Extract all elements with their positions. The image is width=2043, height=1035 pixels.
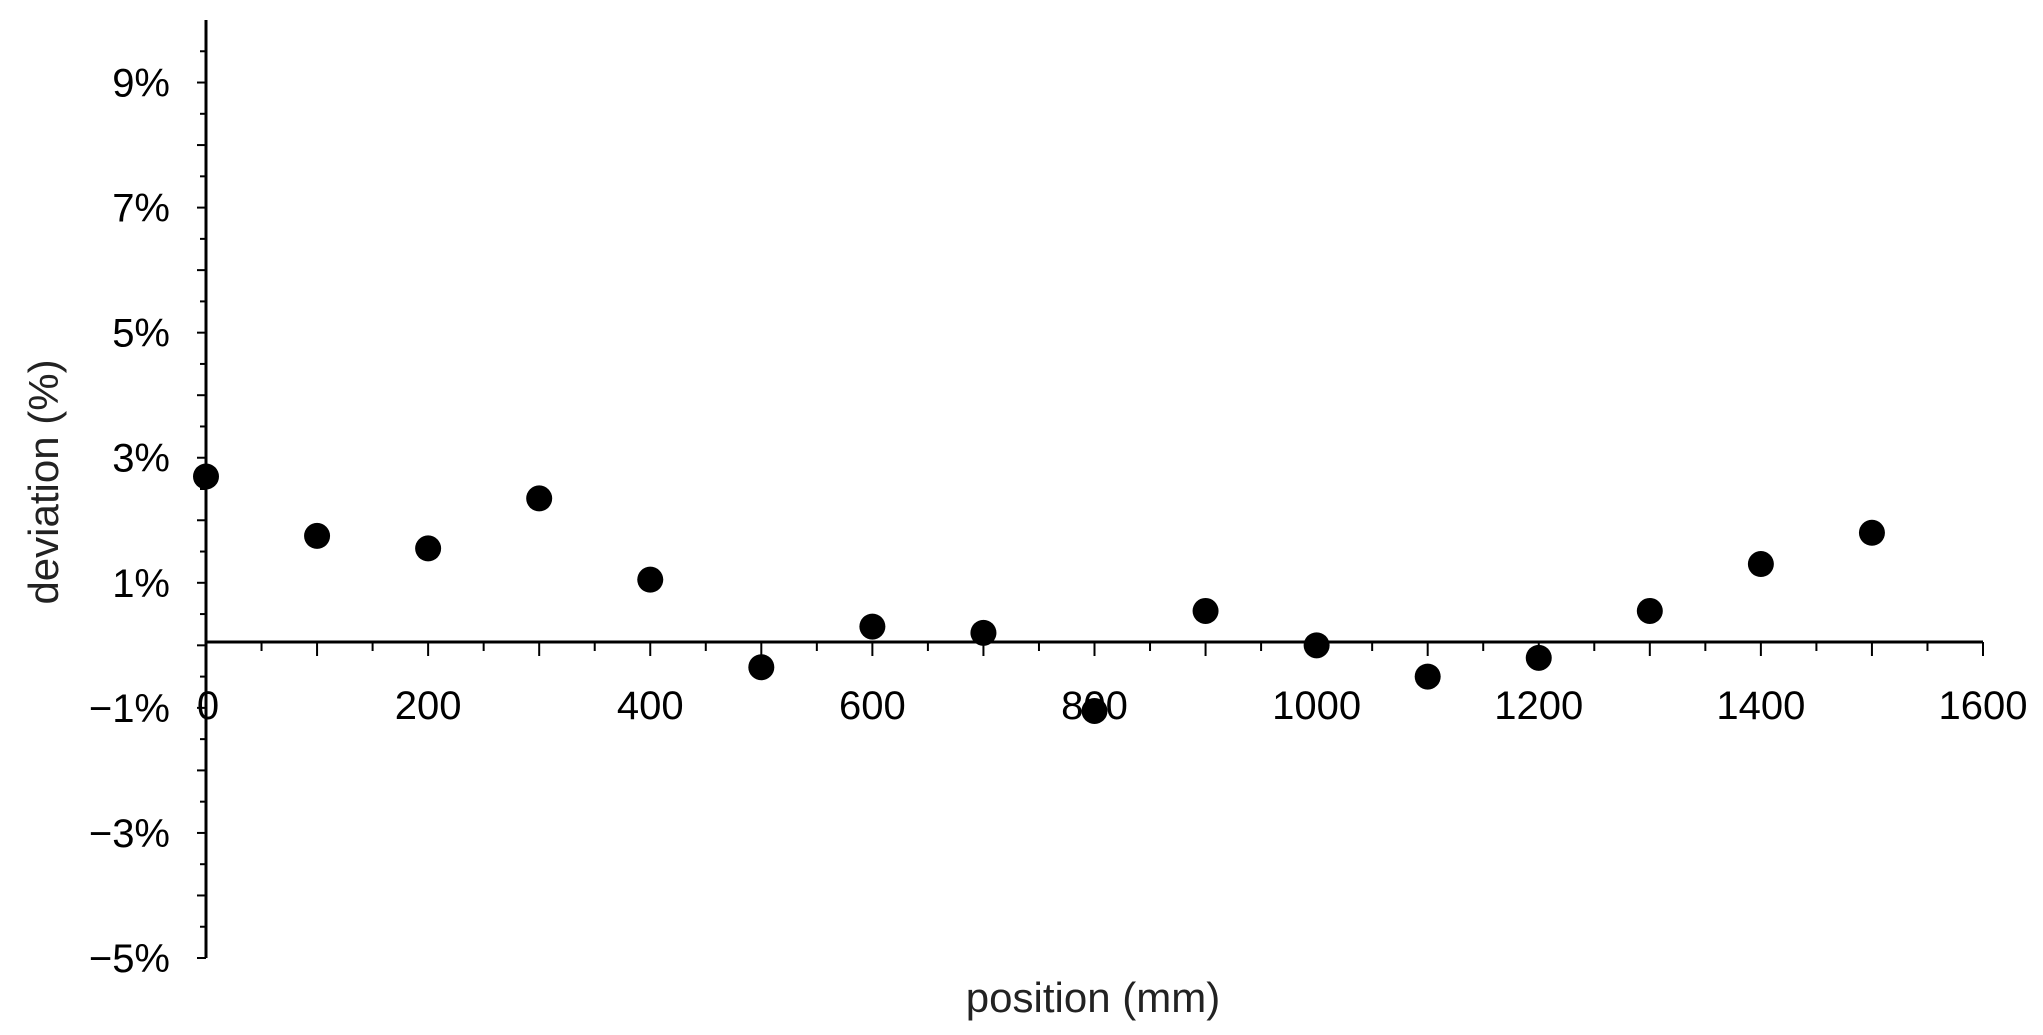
y-tick-label: 3% — [112, 437, 170, 481]
data-point — [415, 535, 442, 562]
data-point — [304, 522, 331, 549]
data-point — [1747, 551, 1774, 578]
data-points — [193, 463, 1885, 724]
y-tick-label: −5% — [89, 937, 170, 981]
y-tick-label: 9% — [112, 62, 170, 106]
data-point — [1303, 632, 1330, 659]
data-point — [637, 566, 664, 593]
ticks — [197, 50, 1984, 959]
y-tick-label: 7% — [112, 187, 170, 231]
axes — [204, 20, 1983, 958]
x-axis-title: position (mm) — [966, 974, 1220, 1021]
x-tick-label: 0 — [197, 684, 219, 728]
data-point — [1192, 597, 1219, 624]
x-tick-label: 400 — [617, 684, 684, 728]
y-tick-label: 1% — [112, 562, 170, 606]
data-point — [526, 485, 553, 512]
data-point — [748, 654, 775, 681]
x-tick-label: 1200 — [1494, 684, 1583, 728]
data-point — [1636, 597, 1663, 624]
x-tick-label: 600 — [839, 684, 906, 728]
x-tick-label: 1400 — [1716, 684, 1805, 728]
data-point — [1858, 519, 1885, 546]
data-point — [970, 619, 997, 646]
tick-labels: −5%−3%−1%1%3%5%7%9%020040060080010001200… — [89, 62, 2028, 981]
y-tick-label: −1% — [89, 687, 170, 731]
x-tick-label: 1000 — [1272, 684, 1361, 728]
y-tick-label: −3% — [89, 812, 170, 856]
data-point — [1525, 644, 1552, 671]
data-point — [193, 463, 219, 490]
y-axis-title: deviation (%) — [20, 359, 67, 604]
data-point — [1081, 697, 1108, 724]
data-point — [1414, 663, 1441, 690]
x-tick-label: 1600 — [1939, 684, 2028, 728]
x-tick-label: 200 — [395, 684, 462, 728]
y-tick-label: 5% — [112, 312, 170, 356]
data-point — [859, 613, 886, 640]
